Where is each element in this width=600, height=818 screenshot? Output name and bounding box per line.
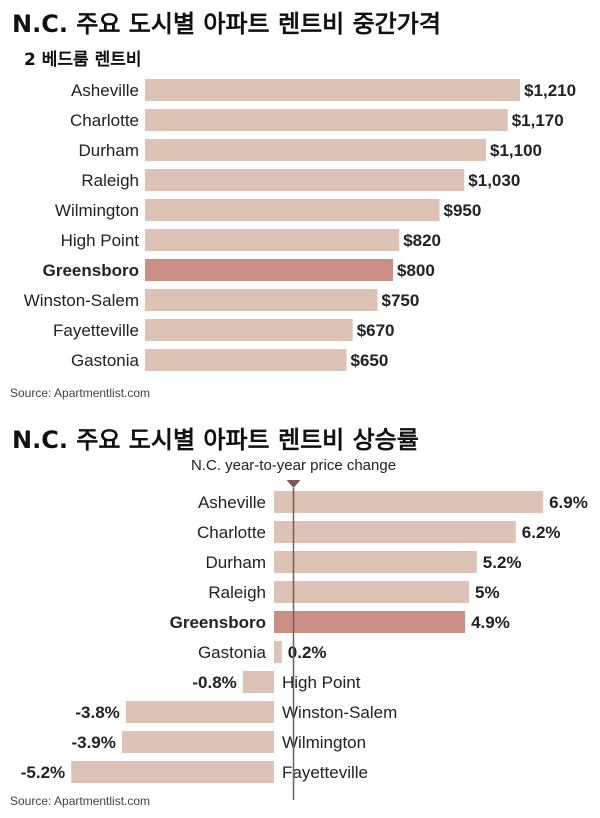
reference-marker bbox=[286, 480, 301, 488]
rent-value-label: $1,030 bbox=[468, 171, 520, 190]
change-category-label: High Point bbox=[282, 673, 361, 692]
rent-bar-durham bbox=[145, 139, 486, 161]
rent-bar-asheville bbox=[145, 79, 521, 101]
rent-bar-chart: Asheville $1,210 Charlotte $1,170 Durham $1,1… bbox=[24, 79, 576, 371]
rent-bar-greensboro bbox=[145, 259, 393, 281]
change-bar-winston-salem bbox=[125, 701, 274, 723]
rent-value-label: $670 bbox=[357, 321, 395, 340]
change-bar-high-point bbox=[242, 671, 274, 693]
rent-bar-winston-salem bbox=[145, 289, 378, 311]
change-bar-durham bbox=[274, 551, 477, 573]
change-category-label: Durham bbox=[206, 553, 266, 572]
change-value-label: 6.2% bbox=[522, 523, 561, 542]
change-bar-chart: N.C. year-to-year price change Asheville 6… bbox=[21, 457, 588, 800]
change-value-label: -3.9% bbox=[71, 733, 115, 752]
rent-category-label: Raleigh bbox=[81, 171, 139, 190]
rent-chart-title: N.C. 주요 도시별 아파트 렌트비 중간가격 bbox=[12, 10, 441, 38]
change-value-label: 5% bbox=[475, 583, 500, 602]
change-category-label: Greensboro bbox=[170, 613, 266, 632]
rent-category-label: Charlotte bbox=[70, 111, 139, 130]
rent-bar-gastonia bbox=[145, 349, 347, 371]
rent-bar-fayetteville bbox=[145, 319, 353, 341]
rent-bar-raleigh bbox=[145, 169, 465, 191]
rent-category-label: Durham bbox=[79, 141, 139, 160]
change-category-label: Wilmington bbox=[282, 733, 366, 752]
change-bar-asheville bbox=[274, 491, 544, 513]
change-value-label: -3.8% bbox=[75, 703, 119, 722]
change-value-label: -5.2% bbox=[21, 763, 65, 782]
change-bar-raleigh bbox=[274, 581, 469, 603]
change-chart-source: Source: Apartmentlist.com bbox=[10, 794, 151, 808]
change-category-label: Gastonia bbox=[198, 643, 267, 662]
rent-category-label: Winston-Salem bbox=[24, 291, 139, 310]
reference-line-label: N.C. year-to-year price change bbox=[191, 457, 396, 474]
change-bar-greensboro bbox=[274, 611, 466, 633]
change-bar-charlotte bbox=[274, 521, 516, 543]
rent-category-label: Fayetteville bbox=[53, 321, 139, 340]
change-bar-wilmington bbox=[121, 731, 275, 753]
change-category-label: Winston-Salem bbox=[282, 703, 397, 722]
rent-chart-subtitle: 2 베드룸 렌트비 bbox=[24, 50, 142, 70]
change-value-label: 4.9% bbox=[471, 613, 510, 632]
rent-value-label: $1,210 bbox=[524, 81, 576, 100]
rent-category-label: Gastonia bbox=[71, 351, 140, 370]
rent-value-label: $650 bbox=[351, 351, 389, 370]
rent-value-label: $800 bbox=[397, 261, 435, 280]
change-chart-title: N.C. 주요 도시별 아파트 렌트비 상승률 bbox=[12, 426, 419, 454]
change-value-label: 0.2% bbox=[288, 643, 327, 662]
rent-bar-wilmington bbox=[145, 199, 440, 221]
change-category-label: Fayetteville bbox=[282, 763, 368, 782]
rent-chart-source: Source: Apartmentlist.com bbox=[10, 386, 151, 400]
rent-value-label: $1,170 bbox=[512, 111, 564, 130]
change-category-label: Raleigh bbox=[208, 583, 266, 602]
rent-category-label: Asheville bbox=[71, 81, 139, 100]
change-category-label: Asheville bbox=[198, 493, 266, 512]
change-bar-fayetteville bbox=[71, 761, 274, 783]
rent-value-label: $750 bbox=[382, 291, 420, 310]
rent-category-label: Wilmington bbox=[55, 201, 139, 220]
rent-value-label: $950 bbox=[444, 201, 482, 220]
change-value-label: 6.9% bbox=[549, 493, 588, 512]
rent-category-label: Greensboro bbox=[43, 261, 139, 280]
rent-category-label: High Point bbox=[61, 231, 140, 250]
change-category-label: Charlotte bbox=[197, 523, 266, 542]
change-bar-gastonia bbox=[274, 641, 282, 663]
rent-bar-charlotte bbox=[145, 109, 508, 131]
change-value-label: 5.2% bbox=[483, 553, 522, 572]
change-value-label: -0.8% bbox=[192, 673, 236, 692]
rent-value-label: $820 bbox=[403, 231, 441, 250]
rent-bar-high-point bbox=[145, 229, 400, 251]
rent-value-label: $1,100 bbox=[490, 141, 542, 160]
